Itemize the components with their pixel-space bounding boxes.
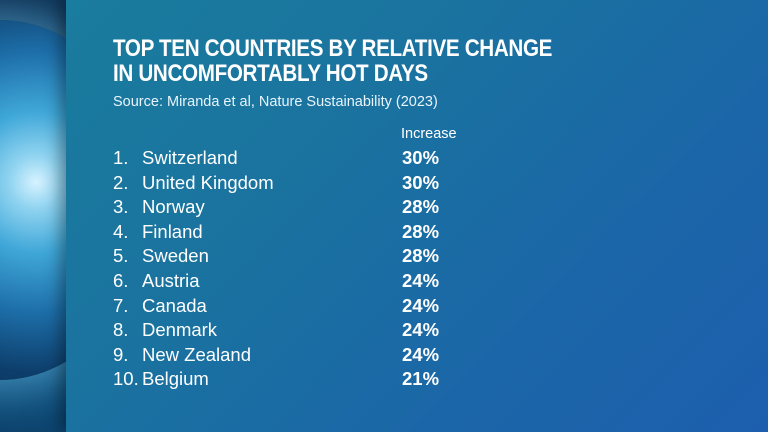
- country-name: Switzerland: [142, 147, 238, 168]
- table-row: 7. Canada 24%: [113, 294, 533, 319]
- country-name: Belgium: [142, 368, 209, 390]
- table-row: 4. Finland 28%: [113, 220, 533, 245]
- rank-label: 6.: [113, 269, 129, 291]
- table-row: 9. New Zealand 24%: [113, 343, 533, 368]
- table-row: 3. Norway 28%: [113, 195, 533, 220]
- increase-value: 21%: [402, 368, 440, 390]
- rank-label: 1.: [113, 147, 129, 168]
- table-row: 8. Denmark 24%: [113, 318, 533, 343]
- rank-label: 7.: [113, 294, 129, 316]
- table-row: 5. Sweden 28%: [113, 244, 533, 269]
- increase-value: 24%: [402, 294, 440, 316]
- table-row: 10. Belgium 21%: [113, 367, 533, 392]
- country-name: Canada: [142, 294, 207, 316]
- country-name: Denmark: [142, 319, 218, 341]
- rank-label: 2.: [113, 171, 129, 193]
- rank-label: 10.: [113, 368, 139, 390]
- increase-value: 24%: [402, 343, 440, 365]
- increase-value: 30%: [402, 147, 440, 168]
- ranking-table: 1. Switzerland 30% 2. United Kingdom 30% 3. Nor…: [113, 146, 533, 392]
- content-panel: [66, 0, 768, 432]
- column-header-increase: Increase: [401, 126, 457, 142]
- increase-value: 28%: [402, 220, 440, 242]
- rank-label: 4.: [113, 220, 129, 242]
- chart-title: TOP TEN COUNTRIES BY RELATIVE CHANGE IN …: [113, 35, 553, 87]
- rank-label: 9.: [113, 343, 129, 365]
- country-name: Norway: [142, 196, 205, 218]
- increase-value: 28%: [402, 245, 440, 267]
- table-row: 1. Switzerland 30%: [113, 146, 533, 171]
- increase-value: 24%: [402, 269, 440, 291]
- increase-value: 28%: [402, 196, 440, 218]
- country-name: United Kingdom: [142, 171, 274, 193]
- country-name: Austria: [142, 269, 200, 291]
- table-row: 2. United Kingdom 30%: [113, 171, 533, 196]
- source-note: Source: Miranda et al, Nature Sustainabi…: [113, 94, 438, 110]
- increase-value: 24%: [402, 319, 440, 341]
- increase-value: 30%: [402, 171, 440, 193]
- country-name: Sweden: [142, 245, 209, 267]
- country-name: Finland: [142, 220, 203, 242]
- country-name: New Zealand: [142, 343, 252, 365]
- table-row: 6. Austria 24%: [113, 269, 533, 294]
- rank-label: 5.: [113, 245, 129, 267]
- rank-label: 8.: [113, 319, 129, 341]
- rank-label: 3.: [113, 196, 129, 218]
